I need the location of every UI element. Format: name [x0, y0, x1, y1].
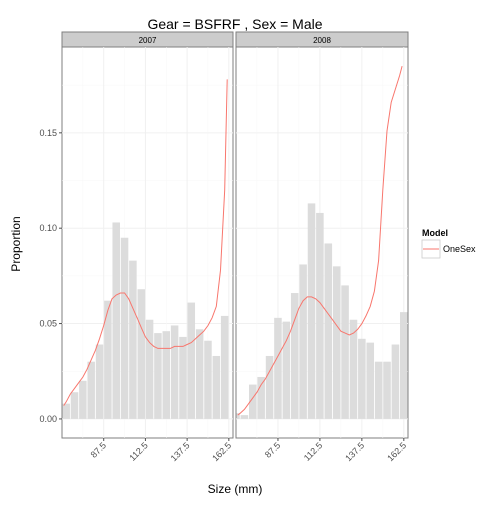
x-tick-label: 112.5 [302, 440, 325, 463]
bar [170, 325, 179, 419]
legend-entry-label: OneSex [443, 244, 476, 254]
bar [341, 285, 349, 419]
bar [257, 376, 265, 419]
bar [187, 302, 196, 419]
chart-title: Gear = BSFRF , Sex = Male [147, 16, 322, 32]
bar [145, 319, 154, 419]
y-tick-label: 0.05 [39, 319, 57, 329]
bar [282, 321, 291, 419]
panel-strip [61, 31, 234, 48]
panel-2008: 2008 [235, 31, 409, 439]
bar [87, 361, 95, 419]
y-axis-label: Proportion [9, 216, 23, 271]
x-tick-label: 87.5 [89, 440, 108, 459]
legend-title: Model [422, 228, 448, 238]
bar [220, 315, 229, 419]
bar [236, 413, 240, 419]
x-tick-label: 112.5 [127, 440, 150, 463]
x-tick-label: 137.5 [169, 440, 192, 463]
y-axis: 0.00 0.05 0.10 0.15 [39, 128, 62, 424]
bar [179, 336, 187, 419]
panels: 2007 2008 [61, 31, 409, 439]
legend: Model OneSex [421, 228, 476, 259]
bar [307, 203, 316, 419]
bar [324, 243, 333, 419]
x-tick-label: 162.5 [210, 440, 233, 463]
bars [62, 222, 229, 419]
bar [332, 266, 341, 419]
bar [104, 300, 112, 419]
x-tick-label: 162.5 [385, 440, 408, 463]
bar [265, 355, 274, 419]
bar [391, 344, 400, 419]
x-tick-label: 87.5 [263, 440, 282, 459]
panel-2007: 2007 [61, 31, 234, 439]
y-tick-label: 0.15 [39, 128, 57, 138]
bar [316, 212, 324, 419]
bar [358, 338, 366, 419]
bar [374, 361, 383, 419]
bar [154, 333, 162, 419]
bar [400, 312, 408, 419]
bar [120, 237, 129, 419]
x-axis: 87.5 112.5 137.5 162.5 87.5 112.5 137.5 162.5 [89, 438, 408, 463]
bar [129, 260, 137, 419]
series-line-onesex [63, 79, 228, 406]
panel-strip [235, 31, 409, 48]
bar [249, 384, 257, 419]
bars [236, 203, 408, 419]
bar [240, 415, 249, 419]
bar [79, 380, 87, 419]
panel-strip-label: 2007 [139, 36, 157, 45]
y-tick-label: 0.00 [39, 414, 57, 424]
bar [137, 289, 145, 419]
bar [112, 222, 120, 419]
x-tick-label: 137.5 [343, 440, 366, 463]
bar [299, 264, 307, 419]
series-line-onesex [237, 65, 403, 416]
bar [349, 319, 358, 419]
bar [366, 342, 375, 419]
bar [70, 392, 79, 419]
bar [162, 331, 171, 419]
bar [383, 361, 391, 419]
bar [212, 355, 221, 419]
bar [290, 293, 299, 419]
y-tick-label: 0.10 [39, 223, 57, 233]
panel-strip-label: 2008 [313, 36, 331, 45]
x-axis-label: Size (mm) [208, 482, 263, 496]
bar [95, 344, 104, 419]
gridlines [62, 47, 233, 438]
bar [274, 317, 282, 419]
bar [62, 403, 70, 419]
bar [195, 329, 204, 419]
bar [204, 340, 212, 419]
